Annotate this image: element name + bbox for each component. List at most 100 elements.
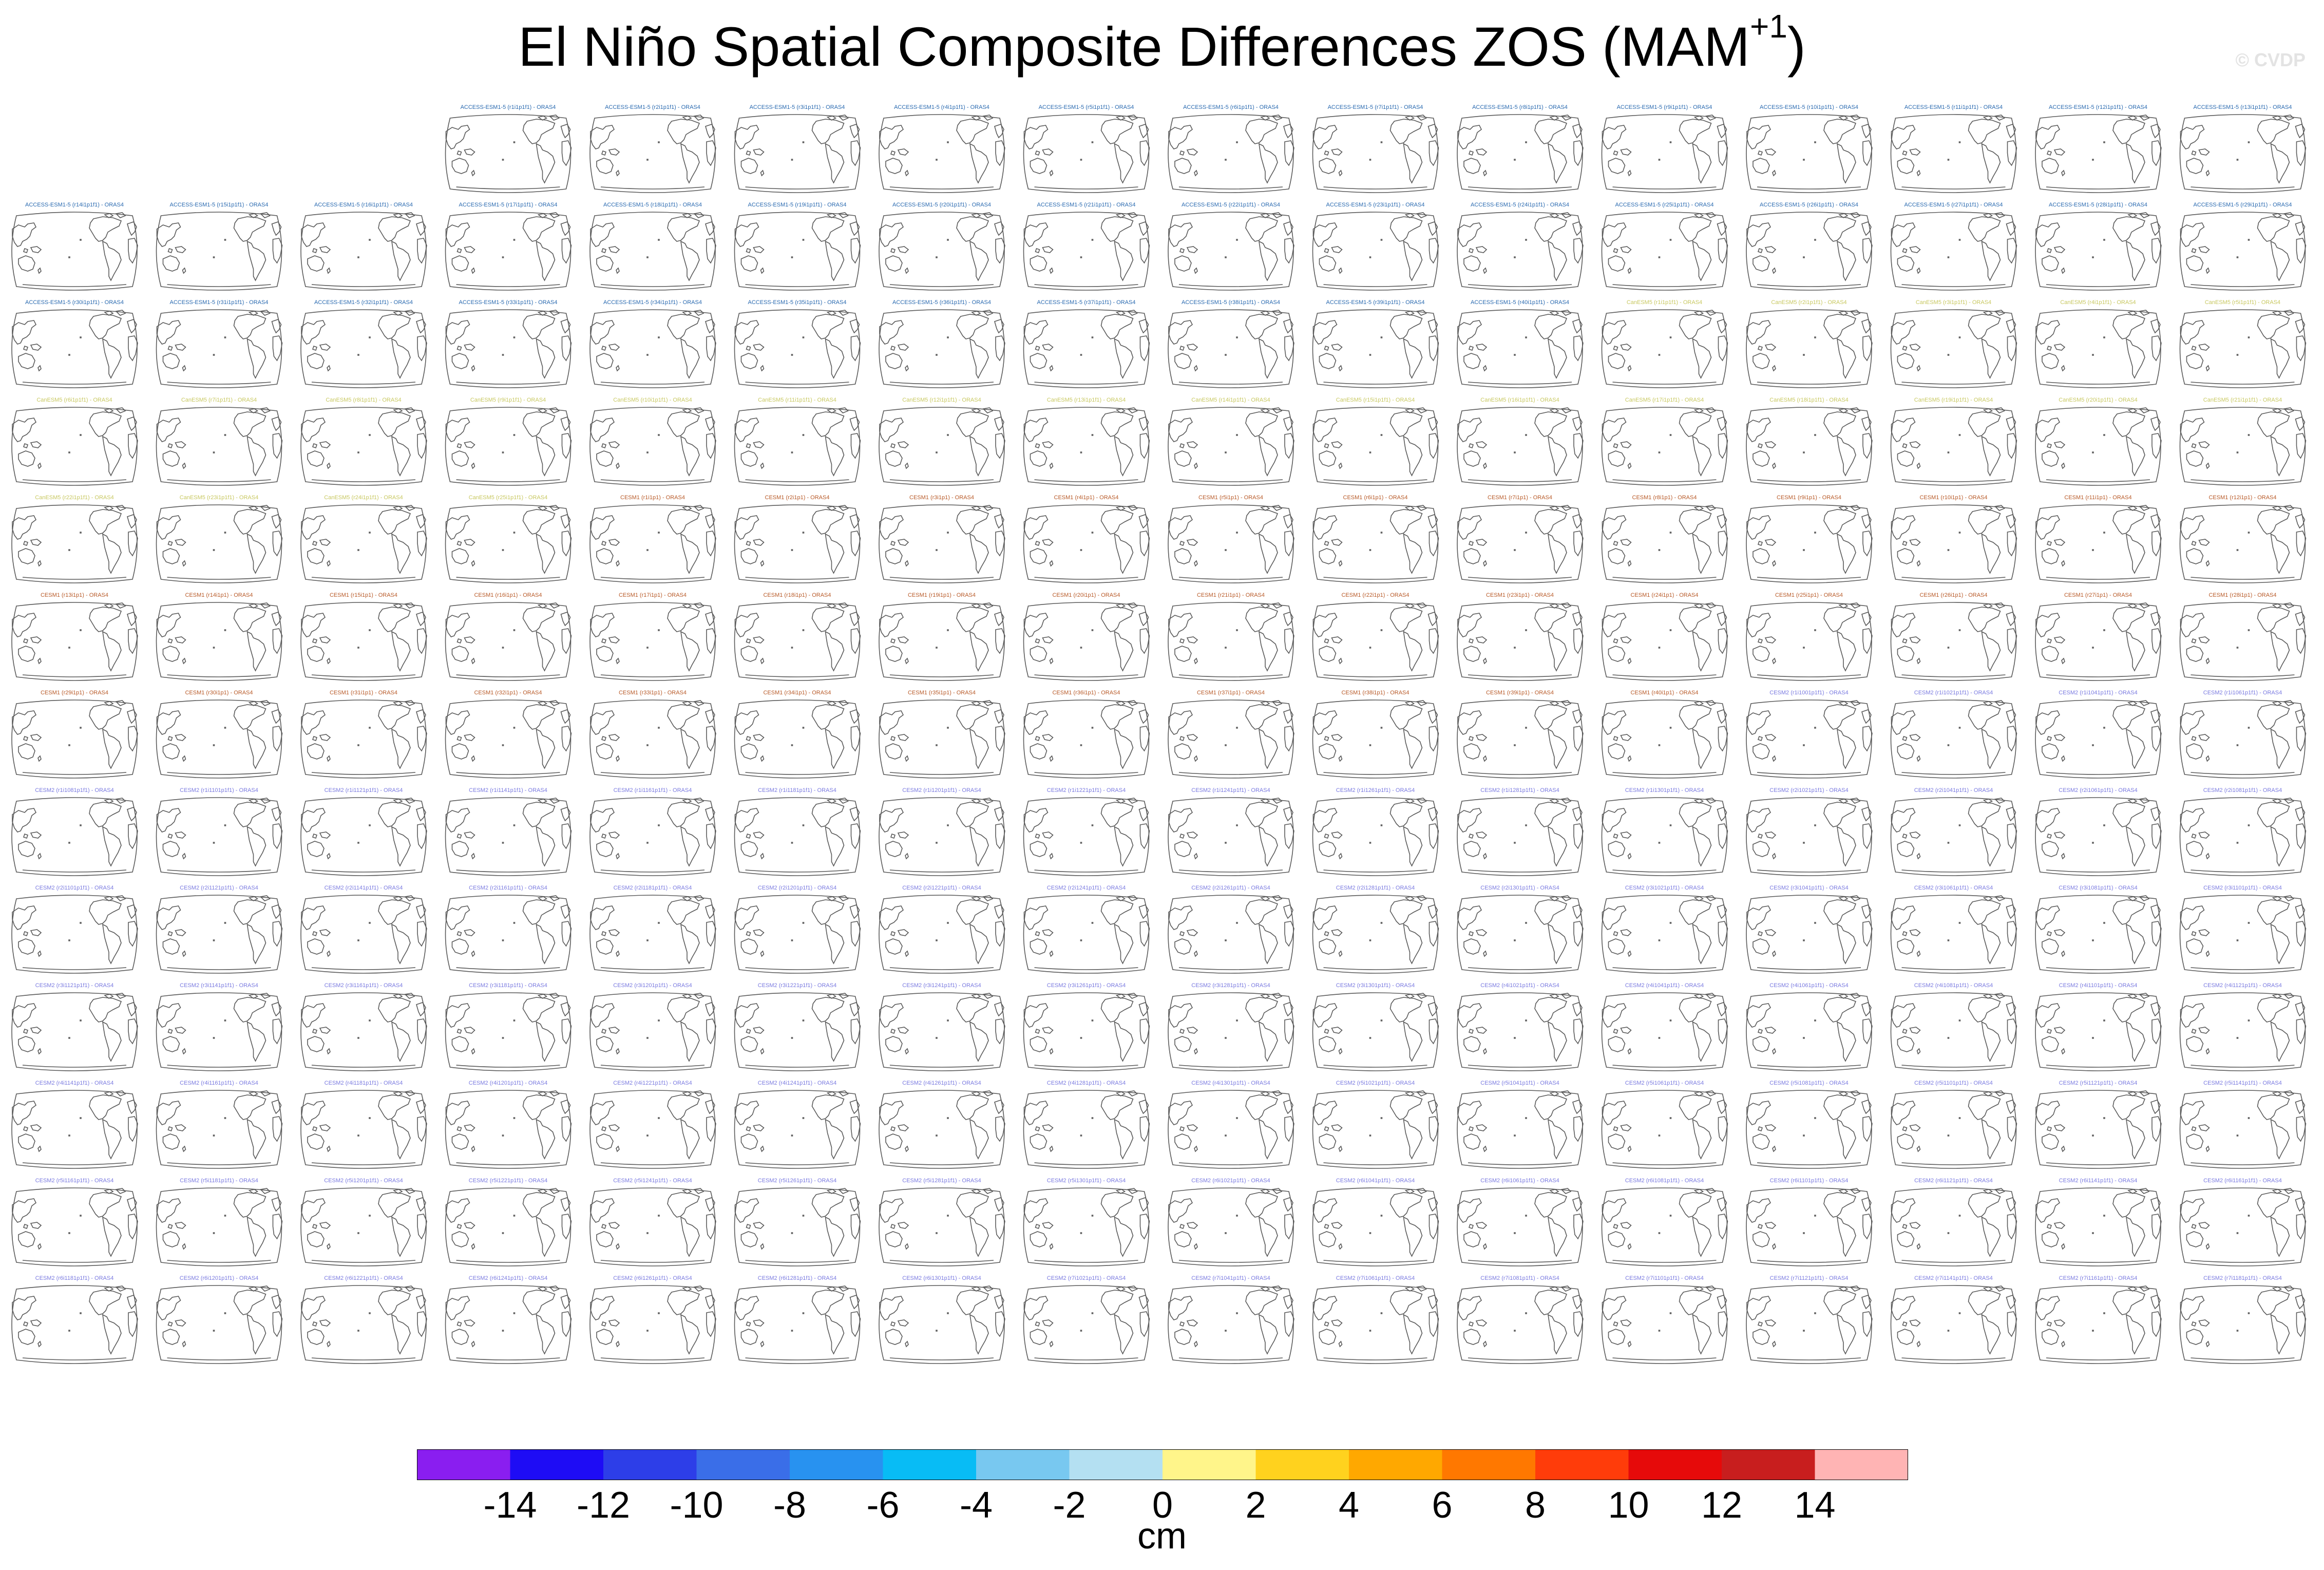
map-panel: CESM1 (r26i1p1) - ORAS4: [1890, 592, 2017, 681]
panel-title: CESM1 (r7i1p1) - ORAS4: [1488, 495, 1552, 501]
panel-title: ACCESS-ESM1-5 (r27i1p1f1) - ORAS4: [1904, 202, 2003, 208]
world-map-outline: [879, 212, 1005, 291]
map-panel: CESM2 (r5i1281p1f1) - ORAS4: [879, 1178, 1005, 1266]
map-panel: CESM2 (r2i1161p1f1) - ORAS4: [445, 885, 572, 974]
map-panel: CESM2 (r7i1181p1f1) - ORAS4: [2179, 1275, 2307, 1364]
panel-title: CESM2 (r7i1181p1f1) - ORAS4: [2203, 1275, 2282, 1281]
colorbar-tick-label: 4: [1338, 1485, 1360, 1526]
map-panel: CESM2 (r1i1261p1f1) - ORAS4: [1312, 787, 1439, 876]
world-map-outline: [589, 504, 716, 583]
map-panel: CESM2 (r3i1021p1f1) - ORAS4: [1601, 885, 1728, 974]
panel-title: CESM2 (r3i1121p1f1) - ORAS4: [35, 982, 114, 989]
world-map-outline: [156, 699, 283, 779]
world-map-outline: [2035, 1187, 2162, 1266]
world-map-outline: [11, 407, 138, 486]
world-map-outline: [1457, 309, 1584, 388]
world-map-outline: [445, 797, 572, 876]
chart-title-close: ): [1787, 15, 1806, 78]
panel-title: CESM2 (r6i1261p1f1) - ORAS4: [613, 1275, 692, 1281]
panel-title: CESM2 (r5i1261p1f1) - ORAS4: [758, 1178, 836, 1184]
world-map-outline: [2035, 895, 2162, 974]
colorbar-bin: [1815, 1449, 1908, 1480]
map-panel: CanESM5 (r10i1p1f1) - ORAS4: [589, 397, 716, 486]
world-map-outline: [1746, 309, 1873, 388]
map-panel: CESM1 (r21i1p1) - ORAS4: [1168, 592, 1294, 681]
panel-title: CESM2 (r5i1181p1f1) - ORAS4: [180, 1178, 258, 1184]
panel-title: CanESM5 (r13i1p1f1) - ORAS4: [1047, 397, 1126, 403]
map-panel: CESM1 (r19i1p1) - ORAS4: [879, 592, 1005, 681]
map-panel: CESM2 (r3i1281p1f1) - ORAS4: [1168, 982, 1294, 1071]
panel-title: CanESM5 (r1i1p1f1) - ORAS4: [1627, 299, 1702, 306]
world-map-outline: [1457, 895, 1584, 974]
map-panel: CESM2 (r6i1061p1f1) - ORAS4: [1457, 1178, 1584, 1266]
map-panel: CESM1 (r9i1p1) - ORAS4: [1746, 495, 1873, 583]
map-panel: ACCESS-ESM1-5 (r22i1p1f1) - ORAS4: [1168, 202, 1294, 291]
map-panel: CESM2 (r4i1061p1f1) - ORAS4: [1746, 982, 1873, 1071]
map-panel: ACCESS-ESM1-5 (r19i1p1f1) - ORAS4: [734, 202, 861, 291]
panel-title: CanESM5 (r21i1p1f1) - ORAS4: [2203, 397, 2282, 403]
map-panel: ACCESS-ESM1-5 (r15i1p1f1) - ORAS4: [156, 202, 283, 291]
world-map-outline: [1457, 1285, 1584, 1364]
world-map-outline: [589, 212, 716, 291]
panel-title: CESM2 (r2i1121p1f1) - ORAS4: [180, 885, 258, 891]
map-panel: CESM2 (r1i1301p1f1) - ORAS4: [1601, 787, 1728, 876]
colorbar: [417, 1449, 1908, 1480]
map-panel: CESM2 (r6i1141p1f1) - ORAS4: [2035, 1178, 2162, 1266]
panel-title: ACCESS-ESM1-5 (r37i1p1f1) - ORAS4: [1037, 299, 1136, 306]
world-map-outline: [2179, 407, 2307, 486]
panel-title: CanESM5 (r23i1p1f1) - ORAS4: [180, 495, 258, 501]
map-panel: CESM2 (r4i1121p1f1) - ORAS4: [2179, 982, 2307, 1071]
world-map-outline: [2179, 504, 2307, 583]
map-panel: CESM2 (r5i1301p1f1) - ORAS4: [1023, 1178, 1150, 1266]
world-map-outline: [2179, 1285, 2307, 1364]
world-map-outline: [1890, 602, 2017, 681]
world-map-outline: [1168, 309, 1294, 388]
world-map-outline: [1746, 504, 1873, 583]
world-map-outline: [300, 504, 427, 583]
map-panel: ACCESS-ESM1-5 (r18i1p1f1) - ORAS4: [589, 202, 716, 291]
panel-title: CanESM5 (r11i1p1f1) - ORAS4: [758, 397, 836, 403]
world-map-outline: [1890, 212, 2017, 291]
panel-title: CESM1 (r9i1p1) - ORAS4: [1777, 495, 1841, 501]
panel-title: CESM1 (r32i1p1) - ORAS4: [474, 690, 542, 696]
map-panel: ACCESS-ESM1-5 (r36i1p1f1) - ORAS4: [879, 299, 1005, 388]
world-map-outline: [445, 895, 572, 974]
panel-title: CESM1 (r4i1p1) - ORAS4: [1054, 495, 1119, 501]
world-map-outline: [1168, 1285, 1294, 1364]
panel-title: ACCESS-ESM1-5 (r1i1p1f1) - ORAS4: [461, 104, 556, 110]
map-panel: ACCESS-ESM1-5 (r4i1p1f1) - ORAS4: [879, 104, 1005, 193]
map-panel: CanESM5 (r17i1p1f1) - ORAS4: [1601, 397, 1728, 486]
panel-title: ACCESS-ESM1-5 (r31i1p1f1) - ORAS4: [170, 299, 269, 306]
map-panel: CESM2 (r1i1281p1f1) - ORAS4: [1457, 787, 1584, 876]
colorbar-bin: [1628, 1449, 1722, 1480]
panel-title: CESM1 (r20i1p1) - ORAS4: [1052, 592, 1120, 598]
panel-title: CESM2 (r1i1261p1f1) - ORAS4: [1336, 787, 1415, 793]
colorbar-bin: [883, 1449, 977, 1480]
colorbar-bin: [603, 1449, 697, 1480]
panel-title: CESM2 (r3i1281p1f1) - ORAS4: [1191, 982, 1270, 989]
panel-title: CESM2 (r5i1241p1f1) - ORAS4: [613, 1178, 692, 1184]
world-map-outline: [1601, 699, 1728, 779]
world-map-outline: [1601, 504, 1728, 583]
panel-title: ACCESS-ESM1-5 (r34i1p1f1) - ORAS4: [603, 299, 702, 306]
panel-title: CESM2 (r5i1301p1f1) - ORAS4: [1047, 1178, 1126, 1184]
map-panel: CESM1 (r36i1p1) - ORAS4: [1023, 690, 1150, 779]
map-panel: CESM2 (r2i1061p1f1) - ORAS4: [2035, 787, 2162, 876]
map-panel: CESM2 (r6i1161p1f1) - ORAS4: [2179, 1178, 2307, 1266]
world-map-outline: [1023, 699, 1150, 779]
map-panel: CanESM5 (r24i1p1f1) - ORAS4: [300, 495, 427, 583]
panel-title: ACCESS-ESM1-5 (r22i1p1f1) - ORAS4: [1182, 202, 1280, 208]
panel-title: CESM2 (r6i1241p1f1) - ORAS4: [469, 1275, 547, 1281]
map-panel: CESM2 (r1i1101p1f1) - ORAS4: [156, 787, 283, 876]
map-panel: CESM2 (r1i1221p1f1) - ORAS4: [1023, 787, 1150, 876]
colorbar-tick-label: 6: [1432, 1485, 1453, 1526]
map-panel: CESM2 (r5i1181p1f1) - ORAS4: [156, 1178, 283, 1266]
world-map-outline: [1023, 602, 1150, 681]
map-panel: CESM2 (r3i1081p1f1) - ORAS4: [2035, 885, 2162, 974]
map-panel: ACCESS-ESM1-5 (r40i1p1f1) - ORAS4: [1457, 299, 1584, 388]
world-map-outline: [156, 895, 283, 974]
map-panel: CanESM5 (r22i1p1f1) - ORAS4: [11, 495, 138, 583]
panel-title: CanESM5 (r8i1p1f1) - ORAS4: [326, 397, 401, 403]
panel-title: CESM2 (r2i1141p1f1) - ORAS4: [325, 885, 403, 891]
map-panel: CESM2 (r6i1081p1f1) - ORAS4: [1601, 1178, 1728, 1266]
